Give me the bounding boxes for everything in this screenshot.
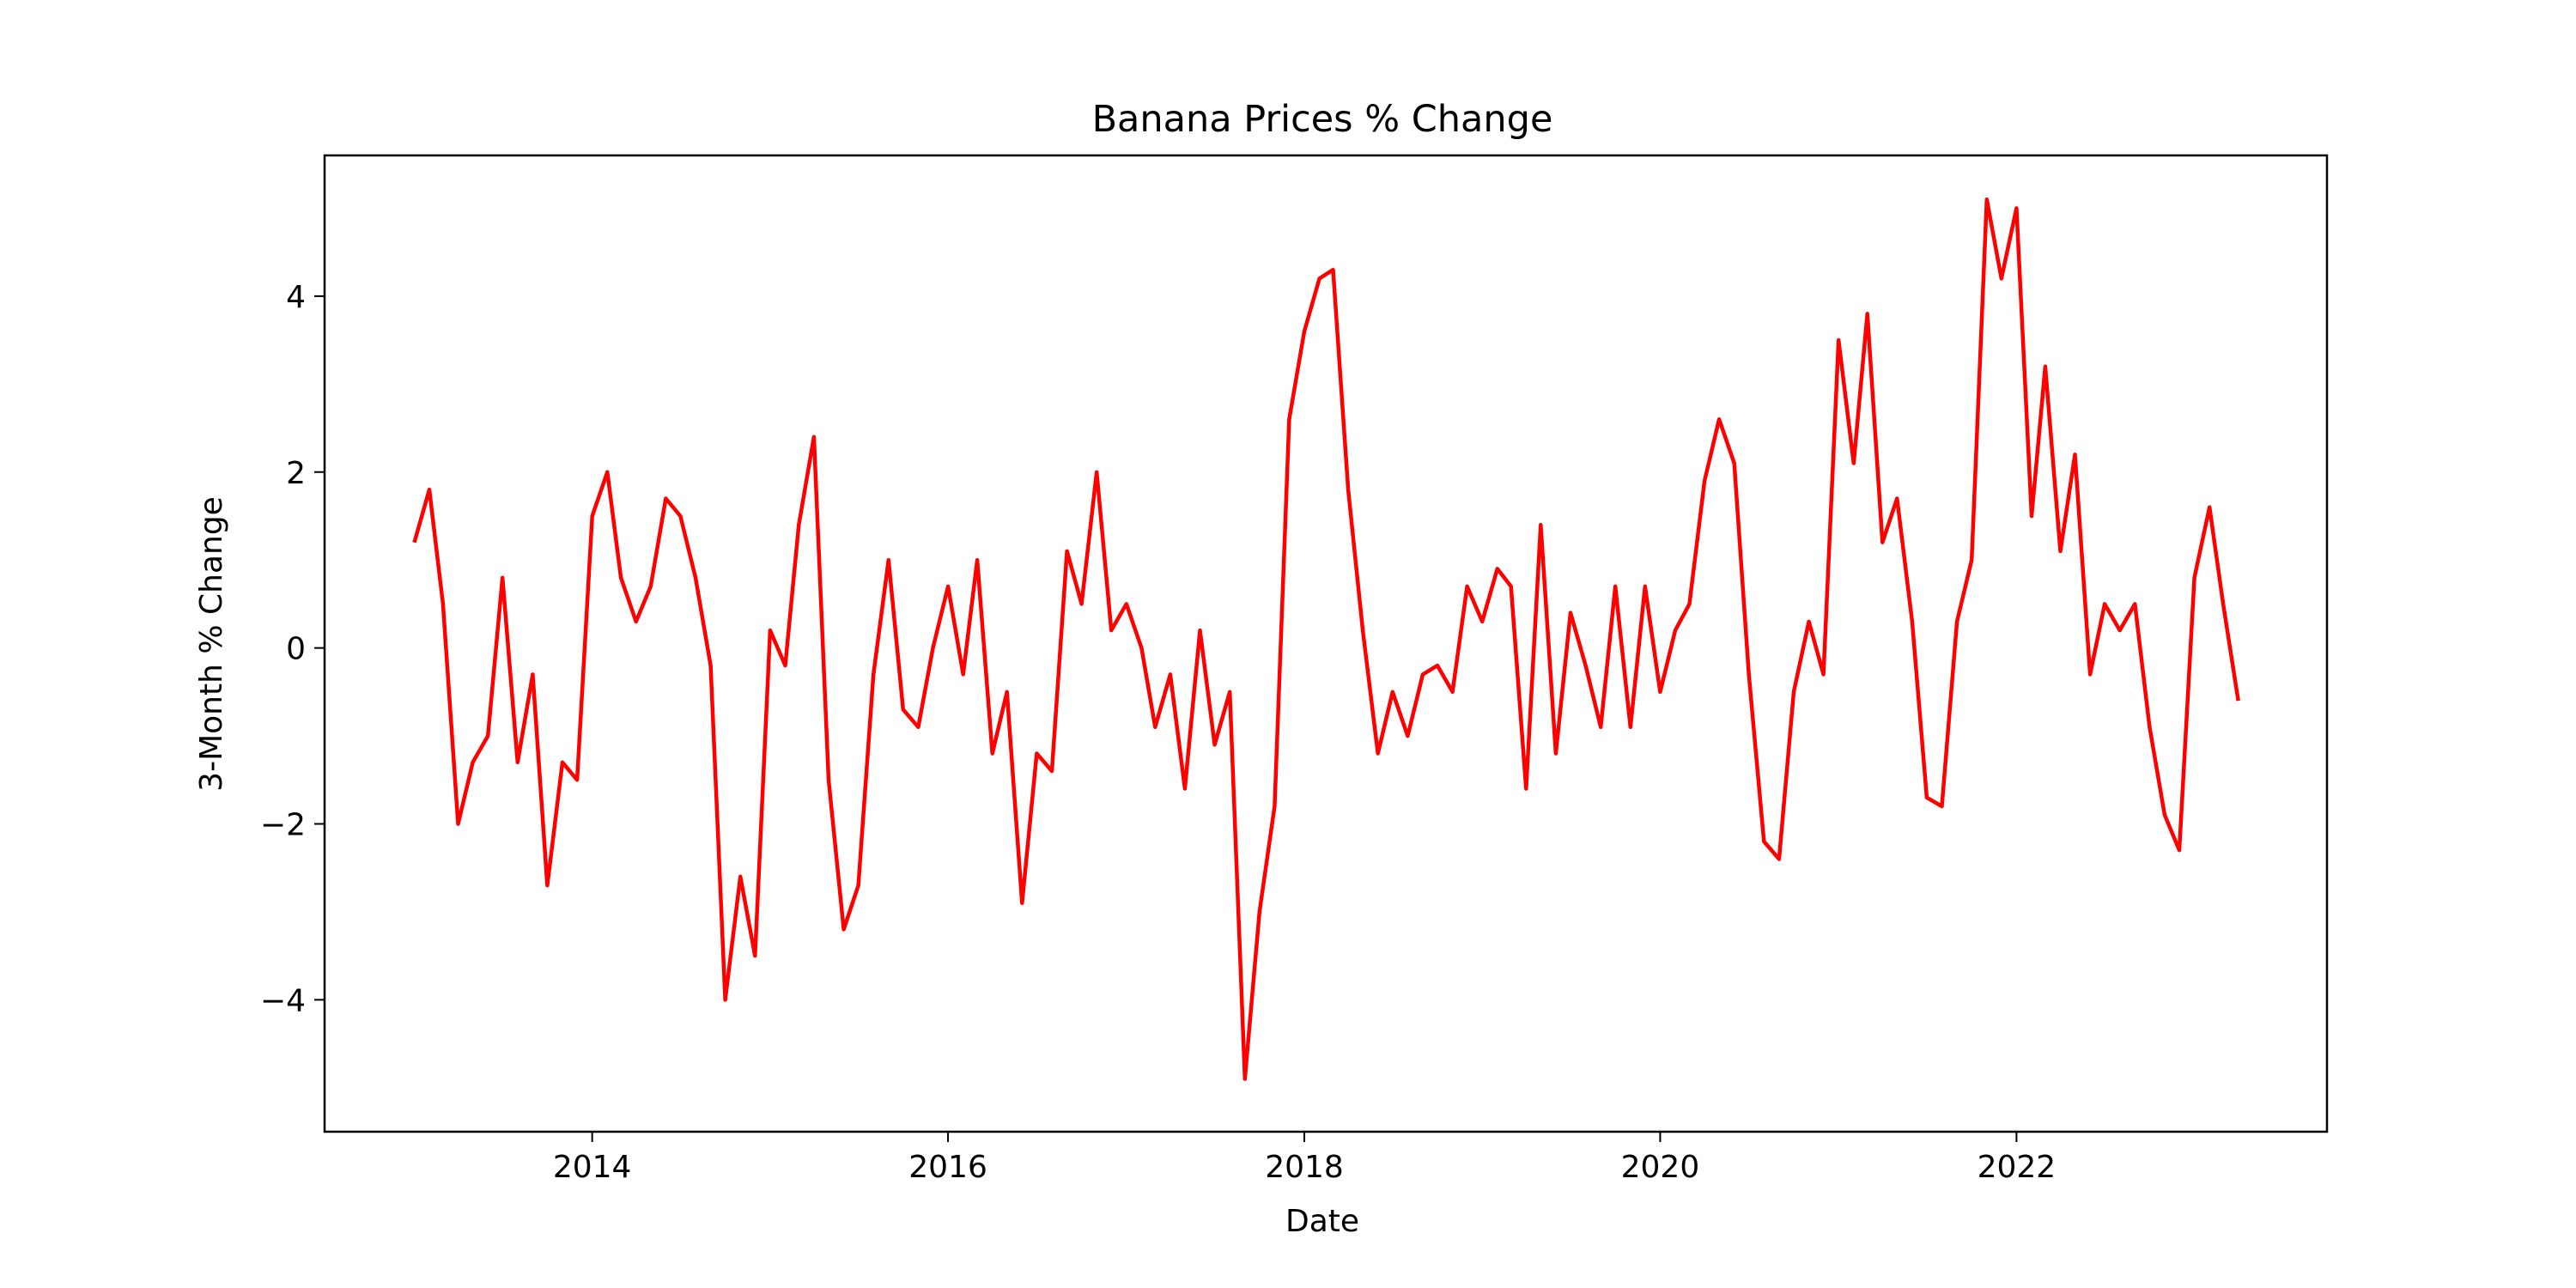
x-tick-label: 2020 — [1621, 1150, 1700, 1185]
x-axis-label: Date — [1285, 1204, 1359, 1239]
plot-area — [412, 197, 2240, 1081]
x-tick-label: 2022 — [1978, 1150, 2057, 1185]
axes-frame — [323, 154, 2329, 1133]
x-tick-label: 2018 — [1265, 1150, 1344, 1185]
y-axis-label: 3-Month % Change — [194, 496, 229, 792]
y-tick-label: −4 — [260, 983, 306, 1018]
chart-title: Banana Prices % Change — [1092, 98, 1553, 141]
y-tick-label: 4 — [286, 280, 306, 315]
x-tick-label: 2014 — [553, 1150, 632, 1185]
y-tick-label: 0 — [286, 632, 306, 667]
y-tick-label: 2 — [286, 456, 306, 491]
x-tick-label: 2016 — [908, 1150, 987, 1185]
y-tick-label: −2 — [260, 807, 306, 842]
series-line-0 — [412, 197, 2240, 1081]
y-axis: −4 −2 0 2 4 — [260, 280, 325, 1018]
x-axis: 2014 2016 2018 2020 2022 — [553, 1132, 2056, 1185]
